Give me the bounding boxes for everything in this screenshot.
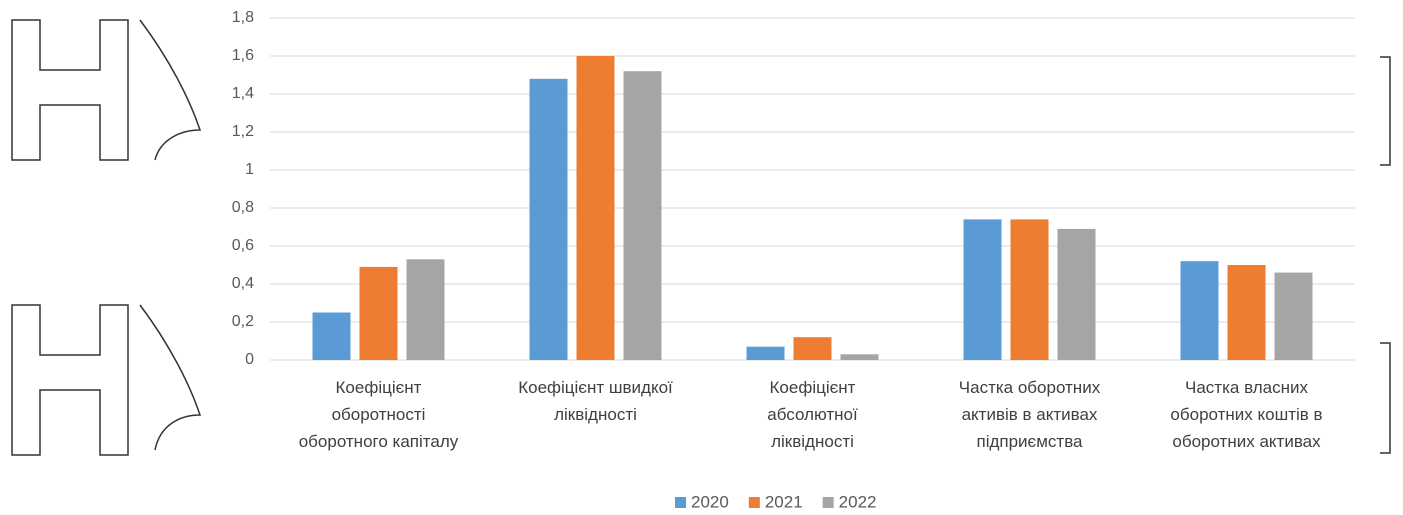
legend-label: 2020 [691, 492, 729, 511]
bar [312, 312, 351, 360]
y-tick-label: 1,2 [232, 123, 254, 140]
legend-label: 2021 [765, 492, 803, 511]
x-tick-label: Частка оборотних активів в активах підпр… [958, 378, 1101, 451]
decoration [11, 19, 1391, 456]
y-tick-label: 0,2 [232, 313, 254, 330]
legend-swatch [822, 497, 834, 508]
y-tick-label: 0 [245, 351, 254, 368]
bar [1227, 265, 1266, 360]
y-tick-label: 1,4 [232, 85, 254, 102]
bar [529, 78, 568, 361]
bar [576, 56, 615, 360]
x-tick-label: Коефіцієнт швидкої ліквідності [518, 378, 673, 424]
bar [746, 346, 785, 360]
bar [1180, 261, 1219, 360]
x-tick-label: Частка власних оборотних коштів в оборот… [1170, 378, 1323, 451]
x-tick-label: Коефіцієнт оборотності оборотного капіта… [298, 378, 459, 451]
y-tick-label: 1,6 [232, 47, 254, 64]
bar [623, 71, 662, 360]
bar [963, 219, 1002, 360]
bar [793, 337, 832, 360]
bar [1274, 272, 1313, 360]
bar [1010, 219, 1049, 360]
legend-swatch [675, 497, 686, 508]
y-tick-label: 1,8 [232, 9, 254, 26]
legend-label: 2022 [839, 492, 877, 511]
bar [406, 259, 445, 360]
bar [1057, 228, 1096, 360]
y-tick-label: 0,8 [232, 199, 254, 216]
y-tick-label: 1 [245, 161, 254, 178]
y-tick-label: 0,4 [232, 275, 254, 292]
legend-swatch [748, 497, 760, 508]
bar [840, 354, 879, 360]
bar [359, 266, 398, 360]
x-tick-label: Коефіцієнт абсолютної ліквідності [767, 378, 858, 451]
y-tick-label: 0,6 [232, 237, 254, 254]
